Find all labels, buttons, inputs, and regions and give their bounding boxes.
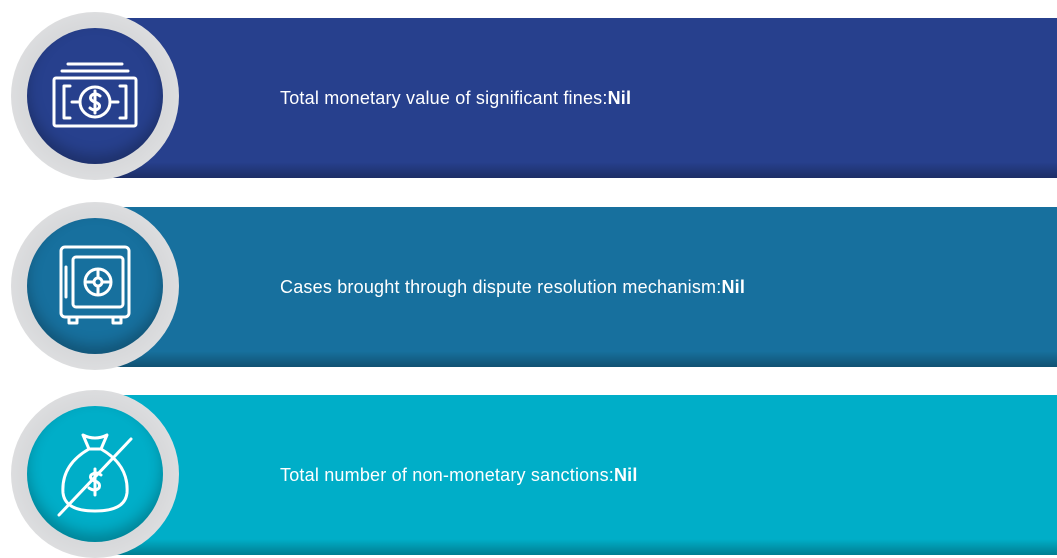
item-label: Cases brought through dispute resolution… — [280, 276, 722, 297]
item-text: Total number of non-monetary sanctions: … — [280, 395, 638, 555]
icon-circle — [27, 28, 163, 164]
item-value: Nil — [607, 87, 632, 108]
item-bar: Total number of non-monetary sanctions: … — [100, 395, 1057, 555]
item-text: Cases brought through dispute resolution… — [280, 207, 745, 367]
item-label: Total monetary value of significant fine… — [280, 87, 608, 108]
safe-icon — [59, 245, 131, 325]
icon-ring — [11, 202, 179, 370]
item-bar: Total monetary value of significant fine… — [100, 18, 1057, 178]
item-value: Nil — [613, 464, 638, 485]
no-money-icon — [57, 433, 133, 517]
item-text: Total monetary value of significant fine… — [280, 18, 631, 178]
item-bar: Cases brought through dispute resolution… — [100, 207, 1057, 367]
icon-ring — [11, 390, 179, 558]
icon-circle — [27, 218, 163, 354]
money-icon — [52, 62, 138, 128]
icon-circle — [27, 406, 163, 542]
icon-ring — [11, 12, 179, 180]
item-label: Total number of non-monetary sanctions: — [280, 464, 614, 485]
item-value: Nil — [721, 276, 746, 297]
